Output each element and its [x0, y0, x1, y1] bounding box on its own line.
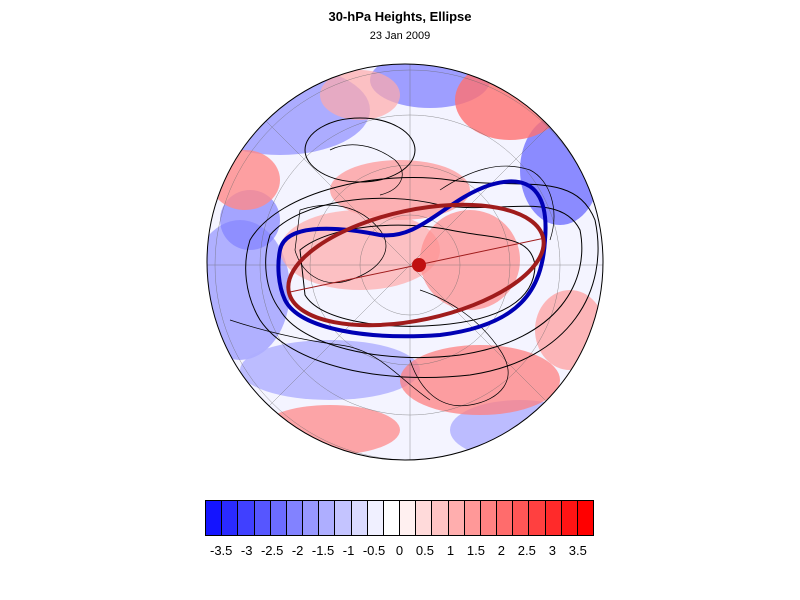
colorbar-swatch — [270, 501, 287, 535]
colorbar-tick-label: 0.5 — [415, 543, 435, 558]
colorbar-swatch — [335, 501, 352, 535]
colorbar-swatch — [416, 501, 433, 535]
colorbar-swatch — [513, 501, 530, 535]
colorbar-swatch — [367, 501, 384, 535]
colorbar-tick-label: -3 — [240, 543, 253, 558]
colorbar-swatch — [545, 501, 562, 535]
colorbar-swatch — [464, 501, 481, 535]
colorbar-tick-label: 3 — [548, 543, 556, 558]
colorbar-swatch — [432, 501, 449, 535]
colorbar-tick-label: 1.5 — [466, 543, 485, 558]
colorbar-tick-label: -0.5 — [362, 543, 386, 558]
colorbar-labels: -3.5 -3 -2.5 -2 -1.5 -1 -0.5 0 0.5 1 1.5 2 2.5 3 3.5 — [0, 543, 800, 563]
polar-map — [206, 63, 604, 461]
colorbar-swatch — [222, 501, 239, 535]
colorbar-swatch — [561, 501, 578, 535]
colorbar-swatch — [448, 501, 465, 535]
colorbar-swatch — [480, 501, 498, 535]
colorbar-swatch — [206, 501, 223, 535]
colorbar-tick-label: -3.5 — [210, 543, 233, 558]
colorbar-swatch — [400, 501, 417, 535]
colorbar-tick-label: 2.5 — [517, 543, 536, 558]
colorbar-swatch — [254, 501, 271, 535]
colorbar-swatch — [286, 501, 304, 535]
colorbar-swatch — [383, 501, 401, 535]
colorbar-swatch — [319, 501, 336, 535]
coastlines — [229, 144, 555, 407]
colorbar — [205, 500, 594, 536]
colorbar-tick-label: -2.5 — [260, 543, 284, 558]
colorbar-tick-label: 2 — [497, 543, 505, 558]
colorbar-tick-label: -2 — [291, 543, 304, 558]
colorbar-swatch — [303, 501, 320, 535]
colorbar-tick-label: 0 — [395, 543, 404, 558]
colorbar-tick-label: 3.5 — [568, 543, 587, 558]
colorbar-swatch — [529, 501, 546, 535]
globe-outline — [206, 63, 604, 461]
colorbar-tick-label: 1 — [446, 543, 455, 558]
map-subtitle: 23 Jan 2009 — [369, 30, 431, 42]
colorbar-tick-label: -1.5 — [311, 543, 335, 558]
colorbar-swatch — [351, 501, 368, 535]
map-title: 30-hPa Heights, Ellipse — [328, 9, 472, 24]
ellipse-center-marker — [412, 258, 426, 272]
colorbar-swatch — [497, 501, 514, 535]
colorbar-swatch — [577, 501, 594, 535]
colorbar-tick-label: -1 — [342, 543, 355, 558]
colorbar-swatch — [238, 501, 255, 535]
